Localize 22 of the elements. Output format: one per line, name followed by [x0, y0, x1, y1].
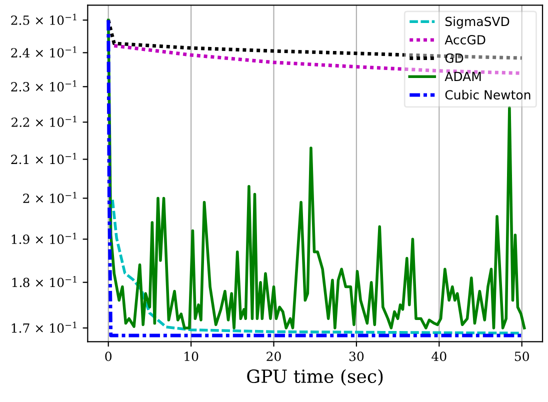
x-tick-label: 20	[266, 352, 281, 362]
legend-label: ADAM	[444, 72, 481, 82]
y-tick-label: 2.2 × 10$^{−1}$	[12, 116, 76, 127]
y-tick-label: 2.1 × 10$^{−1}$	[11, 152, 76, 164]
line-series	[111, 198, 524, 335]
y-tick-label: 1.9 × 10$^{−1}$	[12, 232, 76, 244]
x-axis-title: GPU time (sec)	[247, 369, 383, 386]
x-tick-label: 50	[514, 352, 529, 362]
y-tick-label: 1.8 × 10$^{−1}$	[12, 276, 76, 288]
y-tick-label: 2.3 × 10$^{−1}$	[11, 80, 76, 92]
y-tick-label: 2.4 × 10$^{−1}$	[11, 46, 76, 58]
y-tick-label: 2.5 × 10$^{−1}$	[11, 14, 76, 25]
x-tick-label: 40	[432, 352, 446, 362]
legend-label: SigmaSVD	[445, 16, 510, 29]
x-tick-label: 10	[184, 352, 198, 362]
legend-label: Cubic Newton	[445, 90, 530, 100]
x-tick-label: 0	[105, 352, 112, 362]
legend-label: GD	[445, 53, 464, 63]
legend-label: AccGD	[444, 35, 486, 44]
x-tick-label: 30	[349, 352, 364, 362]
y-tick-label: 1.7 × 10$^{−1}$	[12, 322, 76, 333]
y-tick-label: 2 × 10$^{−1}$	[23, 192, 76, 204]
